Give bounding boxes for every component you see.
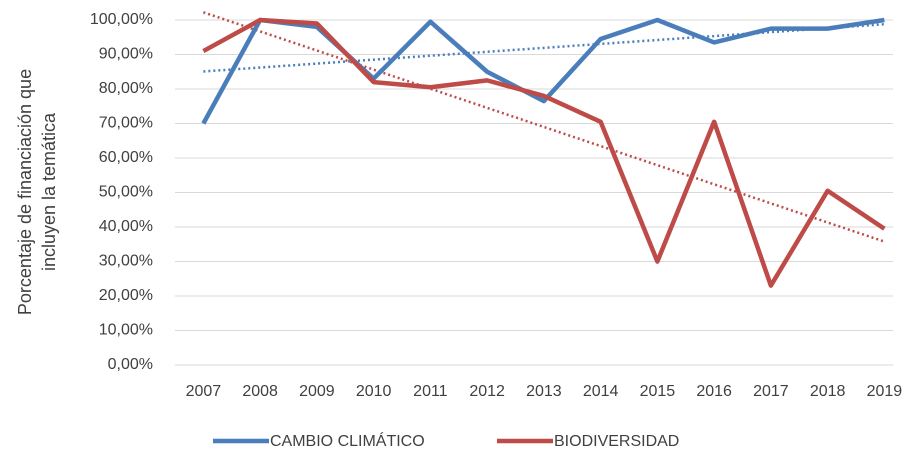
y-tick-label: 80,00% <box>99 80 153 97</box>
x-tick-label: 2019 <box>867 383 903 400</box>
legend-label: BIODIVERSIDAD <box>554 433 679 450</box>
legend-label: CAMBIO CLIMÁTICO <box>270 431 425 450</box>
x-tick-label: 2018 <box>810 383 846 400</box>
y-tick-label: 10,00% <box>99 322 153 339</box>
trend-line <box>203 23 885 73</box>
y-tick-label: 0,00% <box>108 356 153 373</box>
x-tick-label: 2017 <box>753 383 789 400</box>
series-line <box>202 17 886 288</box>
x-tick-label: 2013 <box>526 383 562 400</box>
x-tick-label: 2008 <box>242 383 278 400</box>
y-tick-label: 100,00% <box>90 11 153 28</box>
y-axis-title: incluyen la temática <box>39 112 59 271</box>
y-axis-title: Porcentaje de financiación que <box>15 69 35 315</box>
y-tick-label: 30,00% <box>99 253 153 270</box>
x-tick-label: 2011 <box>413 383 448 400</box>
y-tick-label: 70,00% <box>99 115 153 132</box>
series-line <box>201 17 885 125</box>
y-tick-label: 60,00% <box>99 149 153 166</box>
x-tick-label: 2014 <box>583 383 619 400</box>
x-tick-label: 2015 <box>640 383 676 400</box>
x-tick-label: 2012 <box>469 383 505 400</box>
x-tick-label: 2016 <box>696 383 732 400</box>
y-tick-label: 40,00% <box>99 218 153 235</box>
y-tick-label: 50,00% <box>99 184 153 201</box>
y-tick-label: 20,00% <box>99 287 153 304</box>
x-tick-label: 2010 <box>356 383 392 400</box>
x-tick-label: 2007 <box>186 383 222 400</box>
x-tick-label: 2009 <box>299 383 335 400</box>
y-tick-label: 90,00% <box>99 46 153 63</box>
